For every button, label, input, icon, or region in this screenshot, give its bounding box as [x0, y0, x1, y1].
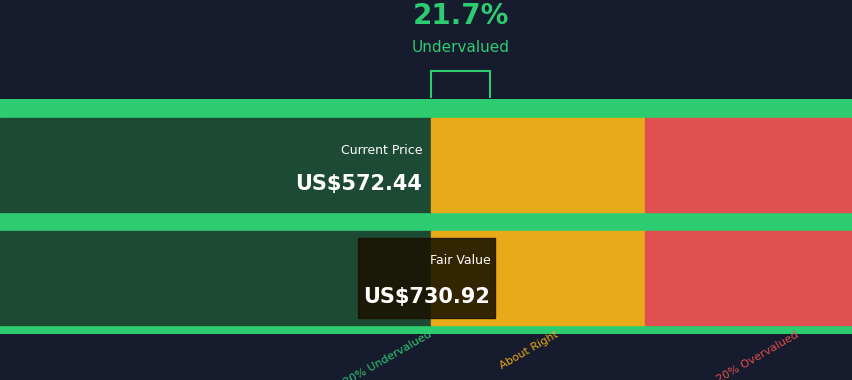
Text: 20% Overvalued: 20% Overvalued	[714, 329, 799, 380]
Text: US$730.92: US$730.92	[363, 287, 490, 307]
Bar	[0, 231, 430, 325]
Bar	[430, 118, 644, 212]
Text: About Right: About Right	[498, 329, 560, 371]
Text: 20% Undervalued: 20% Undervalued	[342, 329, 434, 380]
Bar	[644, 118, 852, 212]
Bar	[0, 118, 430, 212]
Text: Fair Value: Fair Value	[429, 254, 490, 268]
Bar	[358, 238, 494, 318]
Text: 21.7%: 21.7%	[412, 2, 508, 30]
Text: Current Price: Current Price	[340, 144, 422, 157]
Text: Undervalued: Undervalued	[412, 40, 509, 54]
Bar	[644, 231, 852, 325]
Bar	[0, 325, 852, 334]
Bar	[0, 212, 852, 231]
Bar	[430, 231, 644, 325]
Text: US$572.44: US$572.44	[295, 174, 422, 194]
Bar	[0, 99, 852, 118]
